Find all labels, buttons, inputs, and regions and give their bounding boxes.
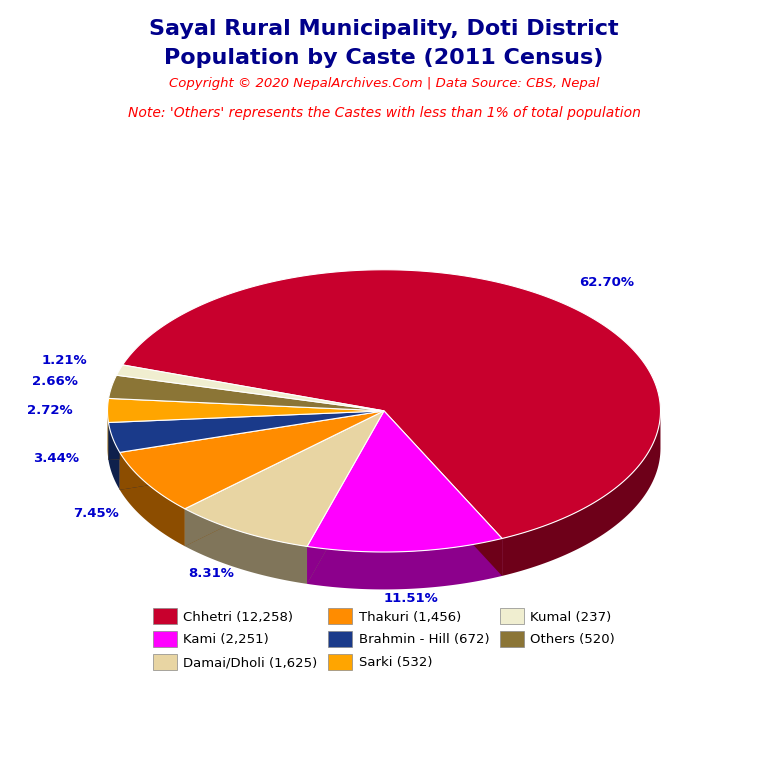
Polygon shape [108, 411, 384, 460]
Polygon shape [384, 411, 502, 576]
Polygon shape [502, 411, 660, 576]
Polygon shape [117, 365, 384, 411]
Polygon shape [185, 411, 384, 546]
Polygon shape [108, 411, 384, 452]
Polygon shape [384, 411, 502, 576]
Text: 2.66%: 2.66% [32, 375, 78, 388]
Text: 3.44%: 3.44% [33, 452, 79, 465]
Polygon shape [108, 422, 120, 490]
Text: Note: 'Others' represents the Castes with less than 1% of total population: Note: 'Others' represents the Castes wit… [127, 106, 641, 120]
Polygon shape [185, 508, 307, 584]
Text: 1.21%: 1.21% [41, 354, 87, 367]
Polygon shape [307, 411, 502, 552]
Polygon shape [123, 270, 660, 538]
Text: 8.31%: 8.31% [188, 568, 234, 581]
Polygon shape [307, 411, 384, 584]
Text: 62.70%: 62.70% [579, 276, 634, 289]
Text: 2.72%: 2.72% [27, 404, 73, 417]
Polygon shape [108, 411, 384, 460]
Polygon shape [307, 411, 384, 584]
Polygon shape [120, 411, 384, 508]
Polygon shape [185, 411, 384, 546]
Polygon shape [120, 452, 185, 546]
Polygon shape [120, 411, 384, 490]
Text: Sayal Rural Municipality, Doti District: Sayal Rural Municipality, Doti District [149, 19, 619, 39]
Text: 7.45%: 7.45% [73, 507, 119, 520]
Legend: Chhetri (12,258), Kami (2,251), Damai/Dholi (1,625), Thakuri (1,456), Brahmin - : Chhetri (12,258), Kami (2,251), Damai/Dh… [147, 603, 621, 675]
Text: 11.51%: 11.51% [383, 591, 438, 604]
Polygon shape [185, 411, 384, 546]
Polygon shape [120, 411, 384, 490]
Polygon shape [108, 399, 384, 422]
Text: Population by Caste (2011 Census): Population by Caste (2011 Census) [164, 48, 604, 68]
Polygon shape [307, 538, 502, 589]
Text: Copyright © 2020 NepalArchives.Com | Data Source: CBS, Nepal: Copyright © 2020 NepalArchives.Com | Dat… [169, 77, 599, 90]
Polygon shape [108, 376, 384, 411]
